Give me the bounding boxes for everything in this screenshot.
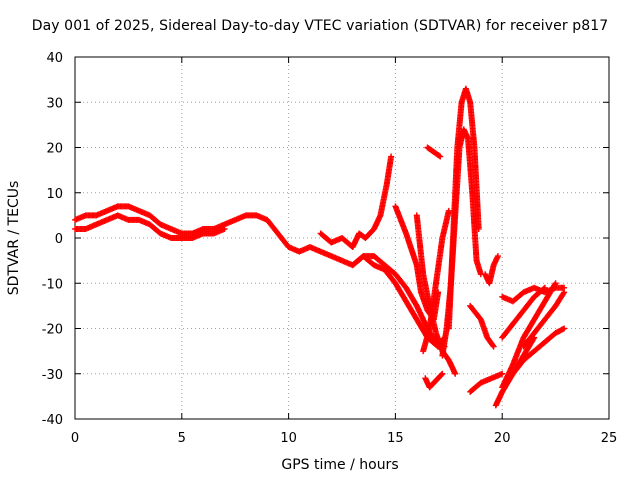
data-point [552,280,559,287]
x-tick-label: 5 [178,431,186,446]
data-point [561,289,568,296]
data-point [541,284,548,291]
data-point [560,290,567,297]
y-tick-label: -10 [42,277,63,292]
y-tick-label: -40 [42,413,63,428]
y-tick-label: 0 [55,232,63,247]
data-point [438,371,445,378]
y-tick-label: 30 [46,96,63,111]
y-tick-label: 20 [46,142,63,157]
data-point [437,153,444,160]
data-point [494,253,501,260]
data-point [436,152,443,159]
x-tick-label: 10 [280,431,297,446]
data-point [490,343,497,350]
y-tick-label: 40 [46,51,63,66]
data-point [439,370,446,377]
data-point [540,285,547,292]
x-tick-label: 25 [601,431,618,446]
data-point [445,207,452,214]
x-axis-label: GPS time / hours [281,457,399,473]
grid-lines [75,57,609,419]
data-point [561,325,568,332]
data-point [388,153,395,160]
x-tick-label: 15 [387,431,404,446]
data-points [72,85,568,409]
y-tick-label: 10 [46,187,63,202]
data-point [221,225,228,232]
data-point [499,370,506,377]
x-tick-label: 0 [71,431,79,446]
data-point [452,370,459,377]
x-tick-label: 20 [494,431,511,446]
y-tick-label: -30 [42,368,63,383]
data-point [475,225,482,232]
axis-ticks: 0 5 10 15 20 25 -40 -30 -20 -10 0 10 20 30 40 [42,51,618,446]
y-tick-label: -20 [42,323,63,338]
chart-title: Day 001 of 2025, Sidereal Day-to-day VTE… [31,18,609,34]
data-point [489,342,496,349]
data-point [551,281,558,288]
